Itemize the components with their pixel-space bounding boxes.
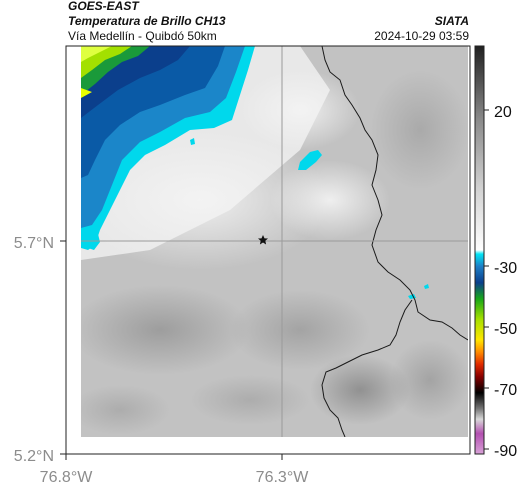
colorbar-tick-label: -90 xyxy=(494,443,517,460)
lon-tick-label: 76.3°W xyxy=(256,469,310,486)
route-subtitle: Vía Medellín - Quibdó 50km xyxy=(68,29,217,43)
colorbar-tick-label: -70 xyxy=(494,382,517,399)
product-title: Temperatura de Brillo CH13 xyxy=(68,14,226,28)
lon-tick-label: 76.8°W xyxy=(40,469,94,486)
river-line xyxy=(321,299,413,437)
location-marker-star xyxy=(258,235,268,245)
lat-tick-label: 5.7°N xyxy=(14,235,54,252)
colorbar-tick-label: -50 xyxy=(494,321,517,338)
org-label: SIATA xyxy=(434,14,469,28)
colorbar-tick-label: -30 xyxy=(494,260,517,277)
satellite-title: GOES-EAST xyxy=(68,0,139,13)
brightness-temperature-field xyxy=(81,46,468,437)
colorbar xyxy=(474,45,485,455)
coastline xyxy=(321,46,468,341)
map-axes-frame xyxy=(65,45,471,455)
colorbar-tick-label: 20 xyxy=(494,104,512,121)
lat-tick-label: 5.2°N xyxy=(14,448,54,465)
timestamp: 2024-10-29 03:59 xyxy=(374,29,469,43)
